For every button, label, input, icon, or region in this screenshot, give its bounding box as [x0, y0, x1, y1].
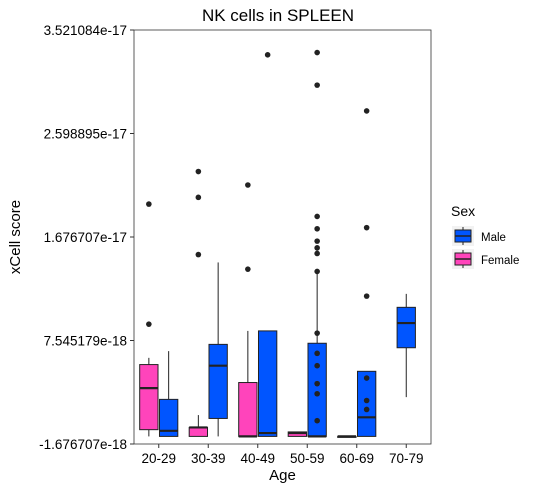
outlier-point: [264, 52, 271, 58]
box-body: [158, 398, 179, 437]
y-axis: -1.676707e-18 7.545179e-18 1.676707e-17 2.5…: [39, 23, 134, 452]
y-axis-title: xCell score: [7, 200, 24, 274]
legend-label: Male: [481, 232, 506, 244]
outlier-point: [314, 330, 320, 336]
x-tick-label: 40-49: [240, 451, 275, 466]
box-body: [257, 330, 278, 437]
outlier-point: [314, 49, 320, 56]
outlier-point: [363, 224, 370, 231]
outlier-point: [363, 108, 370, 114]
outlier-point: [146, 201, 152, 207]
box-group: [139, 49, 416, 438]
outlier-point: [363, 397, 370, 404]
box-body: [238, 382, 258, 437]
outlier-point: [245, 182, 251, 188]
outlier-point: [314, 417, 320, 424]
outlier-point: [195, 251, 202, 258]
outlier-point: [314, 238, 320, 244]
x-tick-label: 70-79: [389, 451, 424, 466]
x-tick-label: 50-59: [290, 451, 325, 466]
outlier-point: [314, 213, 320, 220]
x-tick-label: 20-29: [141, 451, 176, 466]
y-tick-label: 3.521084e-17: [44, 23, 127, 38]
legend: Sex Male Female: [451, 203, 519, 269]
box-body: [208, 343, 228, 419]
outlier-point: [363, 406, 370, 413]
box-male-30-39: [208, 262, 228, 437]
box-body: [188, 426, 209, 437]
y-tick-label: 1.676707e-17: [44, 230, 127, 245]
box-body: [356, 370, 377, 437]
outlier-point: [146, 321, 152, 327]
box-female-30-39: [188, 168, 209, 437]
outlier-point: [314, 245, 320, 251]
x-tick-label: 30-39: [191, 451, 226, 466]
x-tick-label: 60-69: [339, 451, 374, 466]
plot-panel: [133, 29, 432, 445]
box-female-60-69: [337, 435, 357, 438]
box-female-20-29: [139, 201, 159, 437]
box-male-20-29: [158, 351, 179, 437]
outlier-point: [314, 268, 320, 275]
outlier-point: [195, 168, 202, 175]
outlier-point: [314, 82, 320, 88]
outlier-point: [314, 390, 320, 397]
box-body: [139, 364, 159, 431]
outlier-point: [314, 350, 320, 357]
box-body: [287, 431, 308, 437]
box-male-60-69: [356, 108, 377, 437]
box-male-40-49: [257, 52, 278, 437]
outlier-point: [314, 250, 320, 257]
x-axis-title: Age: [269, 467, 296, 484]
chart-title: NK cells in SPLEEN: [202, 6, 354, 25]
box-female-40-49: [238, 182, 258, 438]
x-axis: 20-29 30-39 40-49 50-59 60-69 70-79: [141, 444, 424, 466]
legend-title: Sex: [451, 203, 475, 219]
y-tick-label: 2.598895e-17: [44, 127, 127, 142]
outlier-point: [314, 362, 320, 369]
legend-label: Female: [481, 255, 519, 267]
y-tick-label: -1.676707e-18: [39, 437, 127, 452]
box-female-50-59: [287, 431, 308, 437]
outlier-point: [363, 375, 370, 381]
y-tick-label: 7.545179e-18: [44, 334, 127, 349]
box-body: [396, 306, 416, 349]
outlier-point: [314, 225, 320, 232]
outlier-point: [314, 380, 320, 387]
outlier-point: [363, 293, 370, 299]
box-male-50-59: [307, 49, 327, 438]
outlier-point: [195, 194, 202, 201]
box-male-70-79: [396, 293, 416, 398]
outlier-point: [245, 266, 251, 272]
